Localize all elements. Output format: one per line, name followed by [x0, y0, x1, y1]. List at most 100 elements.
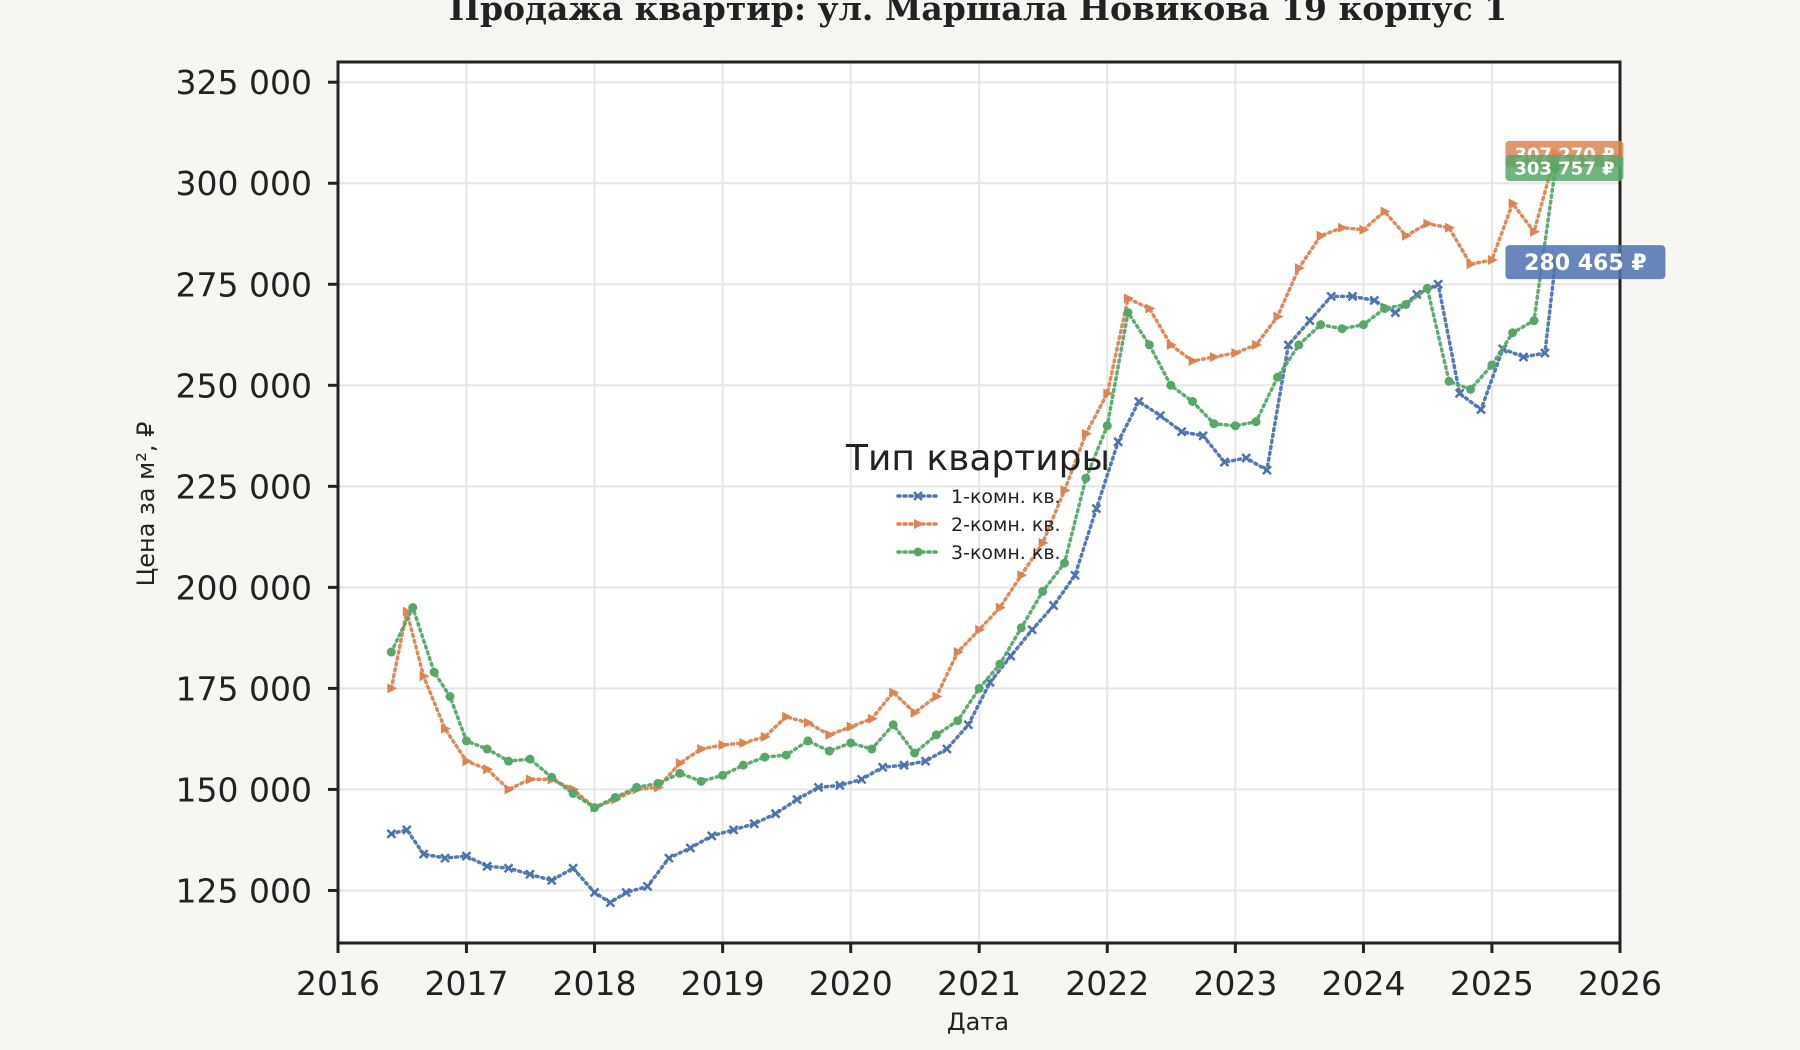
data-point: [1081, 473, 1091, 483]
data-point: [1272, 372, 1282, 382]
data-point: [1144, 340, 1154, 350]
data-point: [910, 748, 920, 758]
y-tick-label: 275 000: [176, 265, 312, 304]
data-point: [760, 752, 770, 762]
data-point: [760, 731, 771, 742]
data-point: [1155, 410, 1166, 421]
x-tick-label: 2022: [1065, 964, 1149, 1003]
data-point: [877, 762, 888, 773]
data-point: [632, 782, 642, 792]
data-point: [1433, 279, 1444, 290]
data-point: [1209, 352, 1220, 363]
x-tick-label: 2020: [809, 964, 893, 1003]
data-point: [1338, 222, 1349, 233]
data-point: [1219, 457, 1230, 467]
x-tick-label: 2025: [1450, 964, 1534, 1003]
data-point: [386, 647, 396, 657]
data-point: [504, 784, 515, 795]
data-point: [1347, 291, 1358, 302]
data-point: [482, 744, 492, 754]
data-point: [1465, 384, 1475, 394]
data-point: [1091, 503, 1102, 514]
data-point: [1251, 417, 1261, 427]
data-point: [1316, 230, 1327, 241]
data-point: [1518, 352, 1529, 362]
legend-title: Тип квартиры: [845, 438, 1110, 479]
data-point: [1081, 428, 1092, 439]
data-point: [401, 824, 412, 835]
data-point: [738, 760, 748, 770]
data-point: [1038, 586, 1048, 596]
data-point: [1103, 388, 1114, 399]
data-point: [1316, 320, 1326, 330]
data-point: [1017, 570, 1028, 581]
end-labels: 280 465 ₽307 270 ₽303 757 ₽: [1505, 140, 1666, 280]
y-axis-label: Цена за м², ₽: [132, 422, 160, 587]
data-point: [1070, 570, 1080, 581]
data-point: [441, 723, 452, 734]
data-point: [1390, 307, 1401, 318]
data-point: [846, 738, 856, 748]
data-point: [1123, 308, 1133, 318]
data-point: [792, 794, 802, 805]
data-point: [402, 606, 413, 617]
data-point: [1380, 304, 1390, 314]
data-point: [749, 818, 760, 829]
data-point: [445, 691, 455, 701]
data-point: [1113, 436, 1124, 447]
data-point: [781, 750, 791, 760]
data-point: [953, 716, 963, 726]
data-point: [1188, 396, 1198, 406]
data-point: [974, 683, 984, 693]
data-point: [824, 746, 834, 756]
data-point: [653, 778, 663, 788]
x-tick-label: 2016: [296, 964, 380, 1003]
data-point: [696, 776, 706, 786]
series-2: [387, 148, 1562, 813]
data-point: [568, 863, 579, 874]
data-point: [1102, 421, 1112, 431]
data-point: [718, 739, 729, 750]
data-point: [525, 774, 536, 785]
data-point: [770, 808, 781, 819]
data-point: [610, 793, 620, 803]
data-point: [462, 756, 473, 767]
y-tick-label: 150 000: [176, 770, 312, 809]
data-point: [1454, 388, 1465, 399]
end-label-box: [1505, 245, 1666, 280]
data-point: [931, 730, 941, 740]
data-point: [387, 683, 398, 694]
data-point: [813, 782, 824, 793]
end-label-box: [1505, 155, 1624, 182]
data-point: [1476, 404, 1486, 415]
data-point: [461, 851, 472, 861]
legend-item-3: 3-комн. кв.: [896, 542, 1061, 564]
data-point: [1294, 263, 1305, 274]
y-axis: 125 000 150 000 175 000 200 000 225 000 250 0…: [176, 63, 338, 910]
data-point: [963, 719, 974, 730]
data-point: [1401, 230, 1412, 241]
chart-title: Продажа квартир: ул. Маршала Новикова 19…: [449, 0, 1507, 28]
data-point: [503, 863, 514, 874]
x-tick-label: 2023: [1193, 964, 1277, 1003]
data-point: [461, 736, 471, 746]
data-point: [1487, 255, 1498, 266]
data-point: [429, 667, 439, 677]
x-tick-label: 2018: [553, 964, 637, 1003]
data-point: [920, 756, 931, 767]
y-tick-label: 125 000: [176, 871, 312, 910]
end-label-3: 303 757 ₽: [1505, 155, 1624, 182]
data-point: [440, 853, 450, 864]
data-point: [1401, 299, 1411, 309]
data-point: [1304, 315, 1315, 326]
x-tick-label: 2019: [681, 964, 765, 1003]
data-point: [825, 729, 836, 740]
data-point: [1198, 430, 1208, 441]
data-point: [1273, 311, 1284, 322]
data-point: [1123, 293, 1134, 304]
x-axis: 2016 2017 2018 2019 2020 2021 2022 2023 2024 2025…: [296, 943, 1662, 1003]
data-point: [1337, 324, 1347, 334]
data-point: [1508, 198, 1519, 209]
data-point: [482, 861, 493, 872]
